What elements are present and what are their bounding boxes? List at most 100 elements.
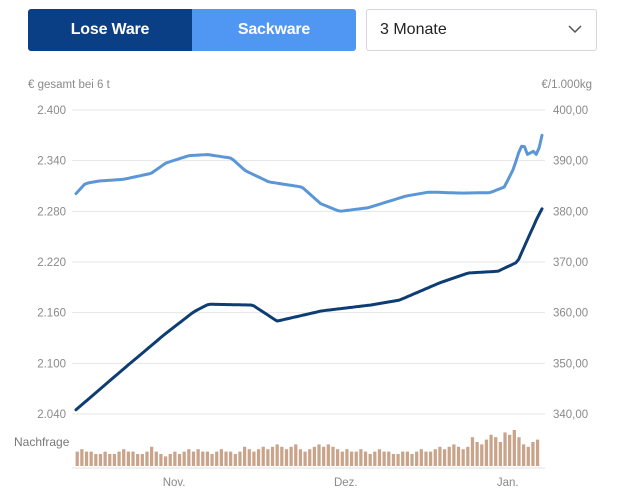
demand-bar	[219, 449, 223, 466]
demand-bar	[429, 451, 433, 466]
demand-bar	[98, 454, 103, 466]
demand-bar	[150, 446, 154, 466]
demand-bar	[489, 434, 493, 466]
demand-bar	[224, 451, 228, 466]
left-tick-label: 2.280	[37, 206, 66, 218]
demand-bar	[196, 449, 200, 466]
demand-bar	[294, 444, 298, 466]
demand-bar	[238, 451, 242, 466]
demand-bar	[359, 449, 363, 466]
demand-bar	[424, 451, 428, 466]
demand-bar	[442, 449, 447, 466]
demand-bar	[289, 446, 293, 466]
demand-bar	[191, 451, 196, 466]
demand-bar	[317, 444, 321, 466]
demand-bar	[531, 442, 535, 466]
demand-bar	[280, 446, 284, 466]
left-tick-label: 2.220	[37, 257, 66, 269]
demand-bar	[433, 449, 437, 466]
demand-bar	[405, 451, 409, 466]
demand-bar	[387, 451, 391, 466]
demand-bar	[187, 449, 191, 466]
demand-bar	[108, 454, 112, 466]
demand-bar	[410, 454, 414, 466]
right-tick-label: 390,00	[553, 156, 588, 168]
demand-bar	[475, 442, 479, 466]
demand-bar	[270, 446, 275, 466]
right-tick-label: 380,00	[553, 206, 588, 218]
right-axis-unit: €/1.000kg	[541, 79, 592, 91]
demand-bar	[177, 454, 182, 466]
lose-ware-line	[74, 207, 544, 412]
right-tick-label: 370,00	[553, 257, 588, 269]
demand-bar	[210, 454, 214, 466]
x-tick-label: Dez.	[334, 477, 358, 489]
demand-bar	[522, 444, 526, 466]
demand-bar	[201, 451, 205, 466]
demand-bar	[84, 451, 89, 466]
demand-label: Nachfrage	[14, 435, 70, 449]
demand-bar	[215, 451, 219, 466]
demand-bar	[159, 454, 163, 466]
left-tick-label: 2.400	[37, 105, 66, 117]
grid-lines	[72, 109, 545, 415]
demand-bar	[535, 439, 540, 466]
right-tick-label: 350,00	[553, 358, 588, 370]
demand-bar	[391, 454, 396, 466]
right-tick-label: 400,00	[553, 105, 588, 117]
demand-bar	[419, 449, 423, 466]
demand-bar	[247, 449, 251, 466]
left-tick-label: 2.100	[37, 358, 66, 370]
demand-bar	[243, 446, 247, 466]
demand-bar	[122, 449, 126, 466]
chevron-down-icon	[568, 25, 582, 34]
demand-bar	[312, 446, 316, 466]
demand-bar	[438, 446, 442, 466]
demand-bar	[526, 446, 530, 466]
demand-bar	[456, 446, 461, 466]
demand-bar	[266, 449, 270, 466]
demand-bar	[168, 454, 172, 466]
left-tick-label: 2.340	[37, 156, 66, 168]
demand-bar	[256, 449, 261, 466]
demand-bar	[308, 449, 312, 466]
left-axis-ticks: 2.400 2.340 2.280 2.220 2.160 2.100 2.040	[37, 105, 66, 421]
demand-bar	[452, 444, 456, 466]
demand-bar	[508, 434, 512, 466]
demand-bar	[503, 432, 507, 466]
demand-bar	[466, 446, 470, 466]
demand-bar	[326, 444, 330, 466]
demand-bar	[80, 449, 84, 466]
demand-bar	[512, 430, 516, 466]
demand-bar	[447, 446, 451, 466]
sackware-button[interactable]: Sackware	[192, 9, 356, 51]
demand-bar	[154, 451, 158, 466]
demand-bar	[75, 451, 79, 466]
demand-bar	[126, 451, 130, 466]
demand-bar	[517, 437, 521, 466]
lose-ware-button[interactable]: Lose Ware	[28, 9, 192, 51]
demand-bar	[354, 451, 358, 466]
right-tick-label: 340,00	[553, 409, 588, 421]
x-tick-label: Jan.	[497, 477, 519, 489]
demand-bar	[336, 449, 340, 466]
demand-bar	[173, 451, 177, 466]
demand-bar	[205, 451, 210, 466]
demand-bar	[494, 437, 498, 466]
demand-bar	[415, 451, 419, 466]
demand-bar	[303, 451, 307, 466]
demand-bar	[340, 451, 344, 466]
demand-bar	[131, 451, 135, 466]
demand-bar	[349, 451, 354, 466]
demand-bar	[112, 454, 117, 466]
sackware-line	[74, 133, 544, 213]
product-toggle: Lose Ware Sackware	[28, 9, 356, 51]
demand-bar	[94, 454, 98, 466]
period-select[interactable]: 3 Monate	[366, 9, 597, 51]
demand-bar	[145, 451, 149, 466]
demand-bar	[298, 449, 303, 466]
demand-bar	[363, 451, 368, 466]
demand-bar	[498, 442, 502, 466]
demand-bar	[229, 451, 233, 466]
right-tick-label: 360,00	[553, 308, 588, 320]
